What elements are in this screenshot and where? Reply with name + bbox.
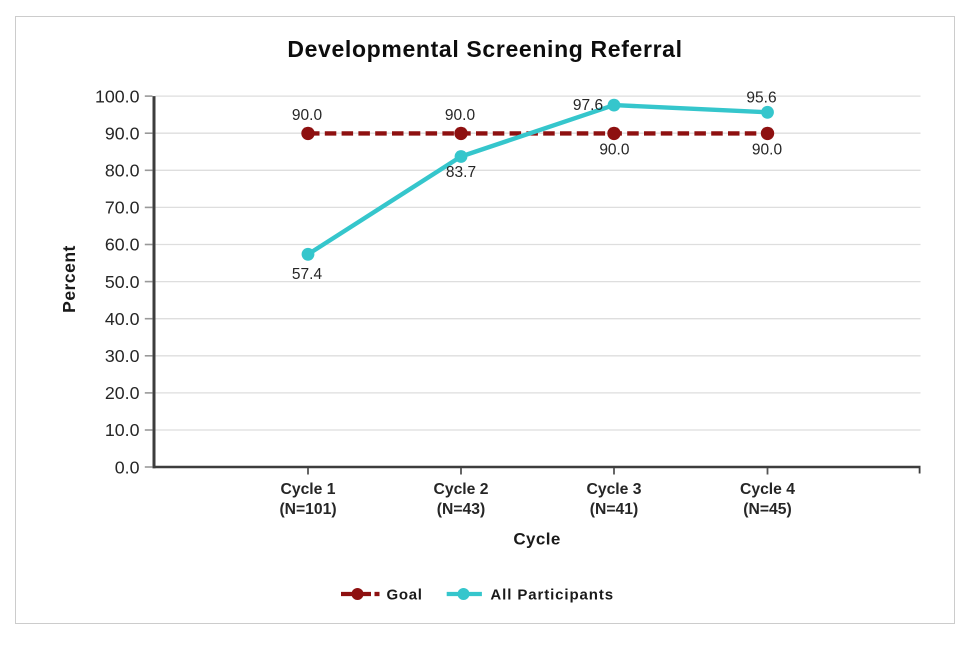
svg-text:Percent: Percent xyxy=(59,245,79,313)
svg-text:40.0: 40.0 xyxy=(105,309,140,329)
svg-text:60.0: 60.0 xyxy=(105,235,140,255)
svg-text:Goal: Goal xyxy=(387,587,423,604)
svg-text:0.0: 0.0 xyxy=(115,457,140,477)
svg-text:80.0: 80.0 xyxy=(105,161,140,181)
svg-text:All Participants: All Participants xyxy=(490,587,614,604)
svg-text:90.0: 90.0 xyxy=(445,107,476,124)
svg-text:10.0: 10.0 xyxy=(105,420,140,440)
svg-text:70.0: 70.0 xyxy=(105,198,140,218)
svg-text:90.0: 90.0 xyxy=(752,142,783,159)
svg-text:90.0: 90.0 xyxy=(105,123,140,143)
svg-text:Developmental Screening Referr: Developmental Screening Referral xyxy=(287,36,682,62)
svg-text:95.6: 95.6 xyxy=(746,90,776,107)
svg-text:83.7: 83.7 xyxy=(446,164,476,181)
svg-text:Cycle: Cycle xyxy=(513,530,560,549)
svg-text:90.0: 90.0 xyxy=(292,107,323,124)
svg-text:(N=101): (N=101) xyxy=(279,501,336,518)
svg-text:Cycle 1: Cycle 1 xyxy=(281,481,336,498)
svg-text:90.0: 90.0 xyxy=(599,142,630,159)
svg-text:Cycle 3: Cycle 3 xyxy=(587,481,642,498)
svg-text:Cycle 4: Cycle 4 xyxy=(740,481,795,498)
svg-text:50.0: 50.0 xyxy=(105,272,140,292)
svg-text:Cycle 2: Cycle 2 xyxy=(434,481,489,498)
svg-text:30.0: 30.0 xyxy=(105,346,140,366)
svg-text:(N=41): (N=41) xyxy=(590,501,638,518)
svg-text:(N=45): (N=45) xyxy=(743,501,791,518)
svg-text:100.0: 100.0 xyxy=(95,86,140,106)
svg-text:97.6: 97.6 xyxy=(573,97,603,114)
svg-text:57.4: 57.4 xyxy=(292,266,323,283)
svg-text:20.0: 20.0 xyxy=(105,383,140,403)
svg-text:(N=43): (N=43) xyxy=(437,501,485,518)
